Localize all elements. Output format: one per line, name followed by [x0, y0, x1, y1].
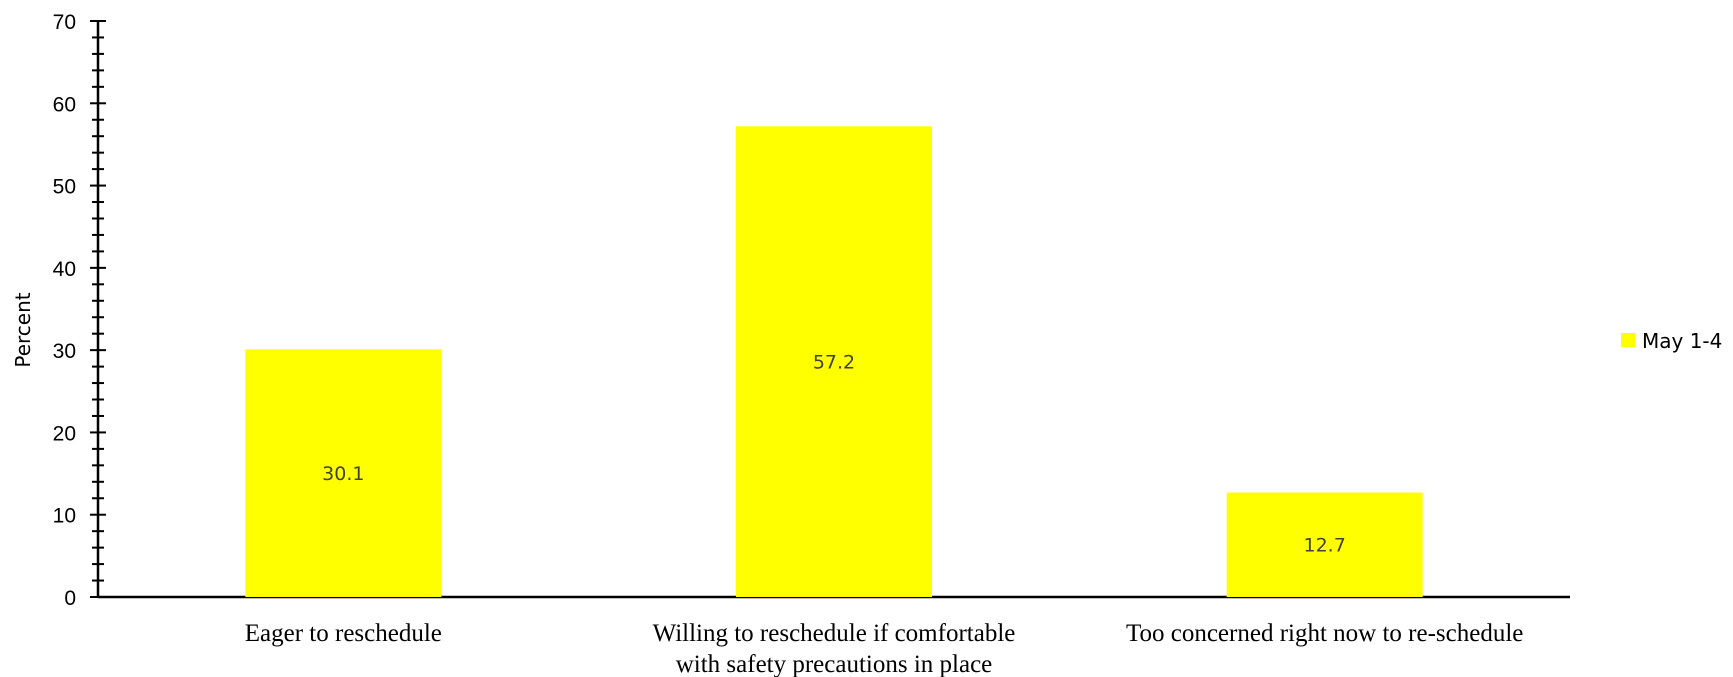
y-axis-title: Percent — [11, 292, 35, 367]
y-tick-label: 30 — [53, 340, 76, 363]
y-tick-label: 40 — [53, 258, 76, 281]
x-category-label: Willing to reschedule if comfortable — [653, 620, 1016, 647]
y-tick-label: 20 — [53, 422, 76, 445]
bar-data-label: 30.1 — [322, 463, 364, 485]
bar-data-label: 57.2 — [813, 352, 855, 374]
y-tick-label: 10 — [53, 505, 76, 528]
bar — [245, 349, 442, 597]
bar-data-label: 12.7 — [1304, 535, 1346, 557]
legend-swatch — [1621, 333, 1635, 347]
bar — [736, 126, 932, 597]
legend: May 1-4 — [1621, 329, 1722, 353]
x-category-label: with safety precautions in place — [676, 651, 993, 677]
y-tick-label: 0 — [64, 587, 76, 610]
x-category-label: Too concerned right now to re-schedule — [1126, 620, 1523, 647]
bars: 30.1 57.2 12.7 — [245, 126, 1423, 597]
x-category-label: Eager to reschedule — [245, 620, 442, 647]
y-tick-label: 70 — [53, 11, 76, 34]
bar — [1226, 492, 1423, 597]
category-labels: Eager to reschedule Willing to reschedule… — [245, 620, 1524, 677]
y-tick-label: 60 — [53, 93, 76, 116]
y-tick-label: 50 — [53, 176, 76, 199]
legend-label: May 1-4 — [1642, 329, 1722, 353]
